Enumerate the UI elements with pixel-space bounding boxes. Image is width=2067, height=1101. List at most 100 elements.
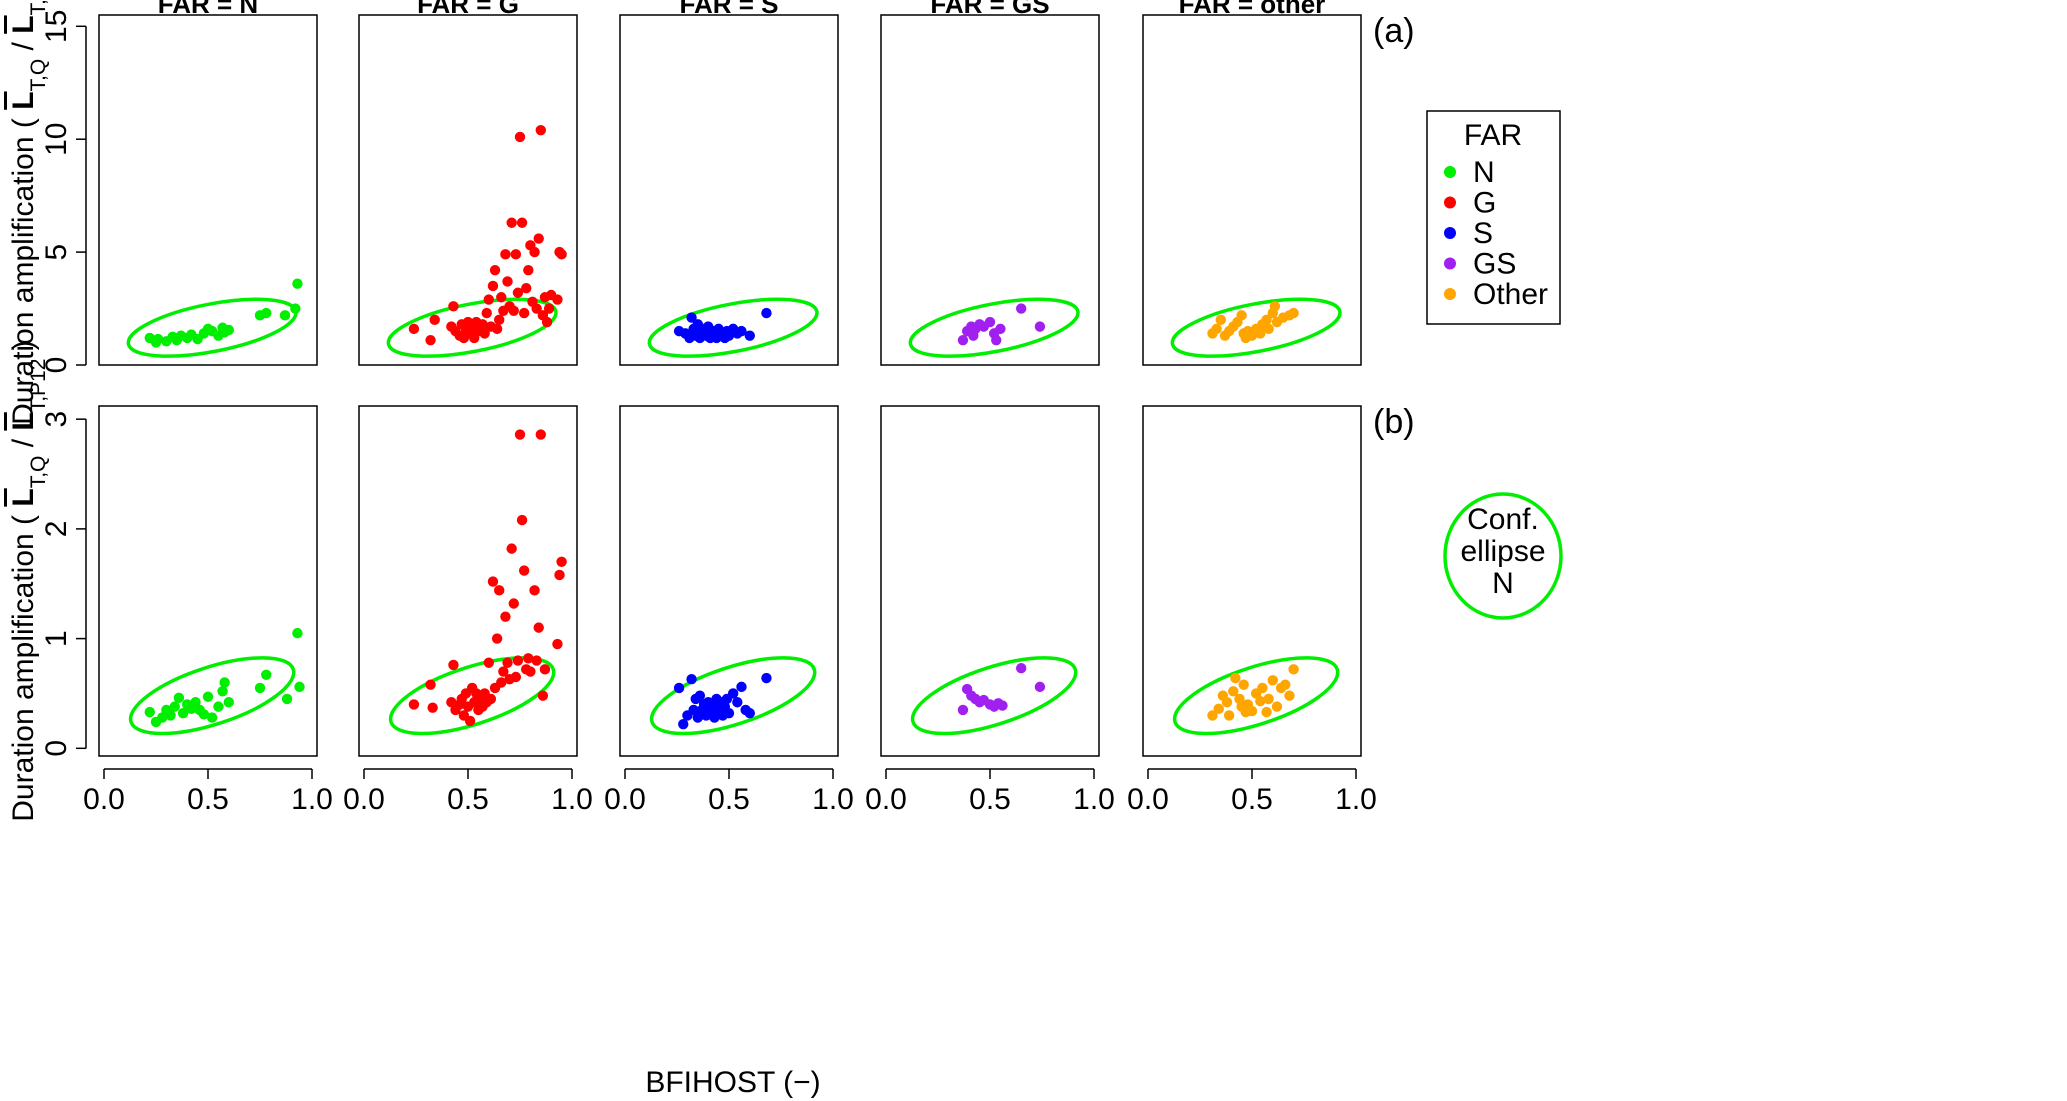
data-point	[1255, 328, 1266, 339]
panel-r1-c5: FAR = other	[1142, 0, 1362, 366]
data-point	[991, 334, 1002, 346]
data-point	[448, 301, 459, 312]
data-point	[496, 292, 507, 303]
data-point	[556, 556, 567, 567]
ylabel-separator: /	[7, 431, 40, 456]
confidence-ellipse	[1172, 656, 1340, 736]
panel-r1-c4: FAR = GS	[880, 0, 1100, 366]
data-point	[1261, 706, 1272, 718]
panel-title: FAR = G	[417, 0, 519, 19]
points-s	[673, 672, 772, 730]
data-point	[1263, 693, 1274, 705]
data-point	[1288, 664, 1299, 675]
confidence-ellipse	[386, 297, 558, 358]
data-point	[429, 314, 440, 326]
data-point	[510, 671, 522, 683]
data-point	[514, 131, 526, 143]
ylabel-denominator-sub: T,P1	[27, 0, 50, 15]
data-point	[223, 324, 234, 336]
data-point	[732, 697, 743, 708]
data-point	[554, 569, 565, 581]
confidence-ellipse	[1170, 297, 1342, 358]
data-point	[506, 217, 517, 228]
legend-label-other: Other	[1473, 278, 1548, 311]
data-point	[686, 673, 697, 685]
data-point	[206, 712, 218, 723]
legend-label-g: G	[1473, 187, 1496, 220]
data-point	[692, 712, 703, 723]
data-point	[529, 246, 540, 258]
data-point	[694, 690, 706, 701]
points-gs	[957, 663, 1046, 716]
data-point	[261, 307, 272, 319]
data-point	[496, 677, 507, 688]
ellipse-legend-line: N	[1492, 567, 1514, 600]
data-point	[281, 693, 293, 705]
panel-frame	[619, 14, 839, 366]
data-point	[213, 701, 224, 712]
data-point	[491, 323, 503, 335]
data-point	[502, 276, 513, 287]
panel-frame	[880, 14, 1100, 366]
panel-r2-c2: 0.0 0.5 1.0	[343, 405, 593, 816]
data-point	[535, 429, 546, 440]
data-point	[529, 585, 540, 596]
ylabel-separator: /	[7, 34, 40, 59]
points-other	[1207, 664, 1299, 721]
ylabel-denominator: L	[7, 15, 40, 33]
data-point	[552, 638, 563, 650]
ylabel-suffix: )	[7, 340, 40, 358]
data-point	[673, 682, 685, 694]
data-point	[1280, 679, 1291, 690]
panel-frame	[619, 405, 839, 757]
data-point	[1016, 663, 1027, 674]
data-point	[727, 688, 739, 699]
data-point	[152, 333, 164, 345]
data-point	[723, 708, 735, 719]
data-point	[516, 217, 528, 228]
data-point	[169, 701, 180, 712]
data-point	[518, 565, 530, 576]
points-n	[144, 278, 303, 348]
data-point	[487, 280, 499, 292]
data-point	[514, 429, 526, 440]
data-point	[533, 233, 544, 244]
legend-marker-s	[1444, 227, 1456, 239]
data-point	[1223, 710, 1235, 721]
x-tick-label: 1.0	[291, 783, 333, 816]
data-point	[1213, 703, 1224, 715]
points-n	[144, 627, 305, 728]
data-point	[539, 664, 551, 675]
data-point	[736, 681, 747, 693]
data-point	[494, 585, 505, 596]
data-point	[165, 710, 176, 721]
y-tick-label: 3	[40, 411, 73, 428]
points-g	[408, 124, 567, 346]
data-point	[678, 718, 689, 730]
data-point	[761, 672, 772, 684]
data-point	[1263, 323, 1274, 335]
row-label: (a)	[1373, 12, 1415, 50]
panel-r2-c5: 0.0 0.5 1.0	[1127, 405, 1377, 816]
data-point	[173, 692, 185, 704]
data-point	[1016, 303, 1027, 314]
data-point	[1246, 705, 1258, 717]
data-point	[1230, 672, 1241, 684]
data-point	[483, 294, 494, 305]
data-point	[508, 305, 519, 317]
data-point	[254, 682, 266, 694]
ylabel-denominator-sub: T,P12	[27, 359, 50, 413]
data-point	[448, 659, 459, 671]
ylabel-numerator-sub: T,Q	[27, 59, 50, 92]
data-point	[290, 303, 301, 314]
data-point	[217, 686, 228, 697]
data-point	[219, 677, 230, 688]
data-point	[531, 303, 542, 314]
data-point	[427, 702, 438, 713]
data-point	[408, 323, 420, 335]
legend-label-gs: GS	[1473, 248, 1516, 281]
data-point	[1211, 323, 1222, 335]
